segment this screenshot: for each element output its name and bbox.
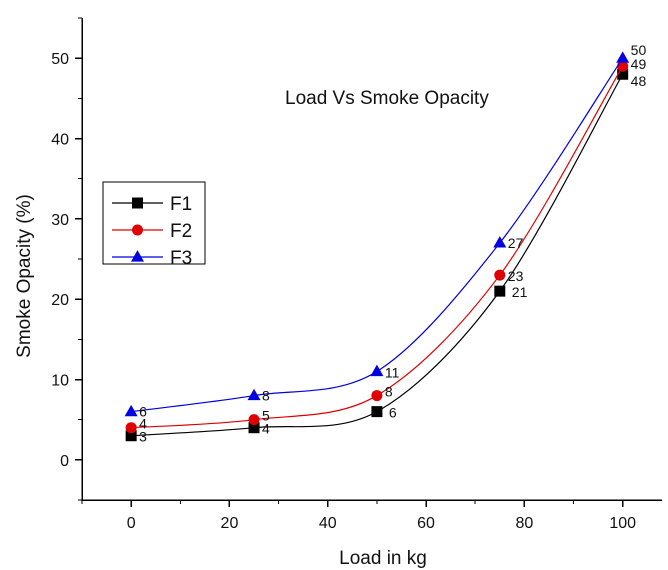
data-label-F2: 49 — [631, 56, 647, 72]
legend-marker — [131, 250, 144, 262]
data-label-F2: 23 — [508, 268, 524, 284]
y-tick-label: 0 — [60, 453, 69, 470]
data-point-F3 — [247, 388, 261, 401]
data-point-F2 — [125, 422, 137, 434]
data-label-F2: 8 — [385, 384, 393, 400]
legend-marker — [132, 224, 143, 236]
data-label-F1: 21 — [512, 284, 528, 300]
data-point-F2 — [371, 390, 383, 402]
data-label-F3: 50 — [631, 42, 647, 58]
y-tick-label: 20 — [51, 292, 69, 309]
legend-label: F3 — [170, 248, 192, 269]
x-tick-label: 100 — [609, 515, 636, 532]
series-F1 — [125, 68, 629, 442]
axes: 0 20 40 60 80 100 0 10 20 30 40 50 — [51, 17, 662, 532]
series-layer — [124, 51, 630, 442]
data-point-F2 — [494, 269, 506, 281]
data-point-F3 — [124, 404, 138, 417]
legend-marker — [132, 197, 143, 209]
x-tick-label: 0 — [127, 515, 136, 532]
legend-label: F1 — [170, 194, 192, 215]
legend-item-F2: F2 — [112, 221, 192, 242]
series-line-F1 — [131, 73, 624, 437]
data-label-F3: 6 — [139, 404, 147, 420]
data-label-F1: 4 — [262, 421, 270, 437]
x-tick-label: 40 — [319, 515, 337, 532]
x-tick-label: 60 — [417, 515, 435, 532]
chart-title: Load Vs Smoke Opacity — [285, 88, 489, 109]
data-label-F2: 4 — [139, 416, 147, 432]
legend-box — [102, 181, 206, 265]
data-point-F1 — [617, 68, 629, 80]
y-tick-label: 50 — [51, 51, 69, 68]
legend: F1 F2 F3 — [102, 181, 206, 269]
data-label-F1: 6 — [389, 405, 397, 421]
data-point-F1 — [371, 406, 383, 418]
series-F3 — [124, 51, 630, 417]
data-label-F1: 48 — [631, 73, 647, 89]
data-point-F1 — [494, 285, 506, 297]
data-point-F3 — [370, 364, 384, 377]
y-tick-label: 10 — [51, 373, 69, 390]
y-axis-title: Smoke Opacity (%) — [14, 194, 35, 358]
legend-item-F1: F1 — [112, 194, 192, 215]
series-F2 — [125, 60, 629, 434]
data-label-F3: 11 — [385, 364, 400, 380]
x-axis-title: Load in kg — [339, 548, 427, 569]
data-point-F2 — [248, 414, 260, 426]
data-label-F3: 8 — [262, 388, 270, 404]
series-line-F2 — [131, 65, 624, 429]
data-point-F1 — [125, 430, 137, 442]
y-tick-label: 30 — [51, 212, 69, 229]
data-point-F3 — [616, 51, 630, 63]
series-line-F3 — [131, 57, 624, 413]
data-point-F1 — [248, 422, 260, 434]
legend-label: F2 — [170, 221, 192, 242]
y-tick-label: 40 — [51, 132, 69, 149]
data-label-F1: 3 — [139, 429, 147, 445]
x-tick-label: 20 — [221, 515, 239, 532]
data-label-F3: 27 — [508, 235, 524, 251]
x-tick-label: 80 — [515, 515, 533, 532]
data-point-F3 — [493, 236, 507, 248]
data-label-F2: 5 — [262, 408, 270, 424]
legend-item-F3: F3 — [112, 248, 192, 269]
